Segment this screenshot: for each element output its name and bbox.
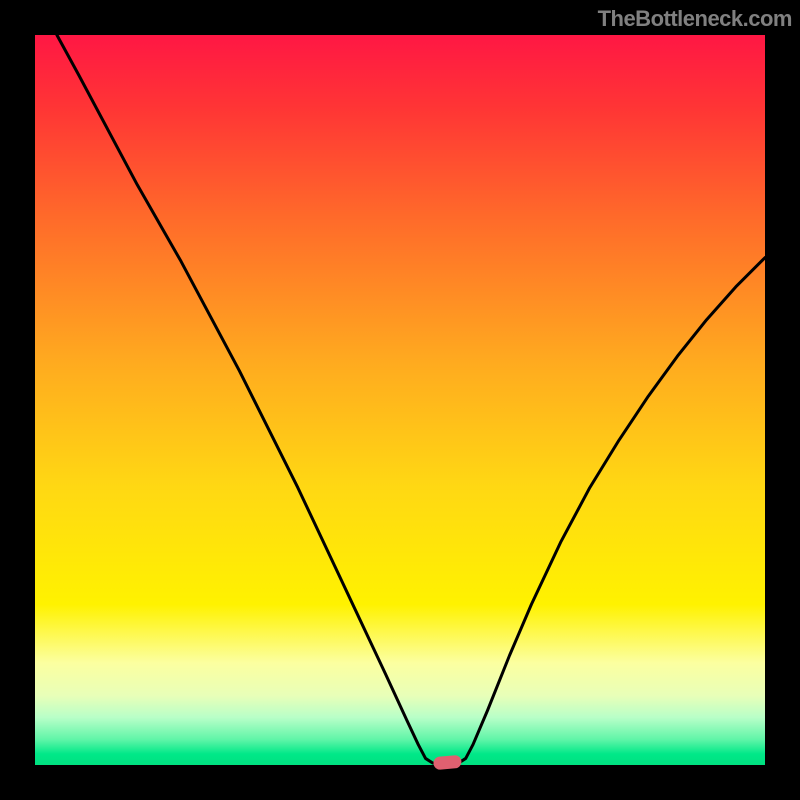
plot-background bbox=[35, 35, 765, 765]
bottleneck-chart bbox=[0, 0, 800, 800]
watermark-text: TheBottleneck.com bbox=[598, 6, 792, 32]
